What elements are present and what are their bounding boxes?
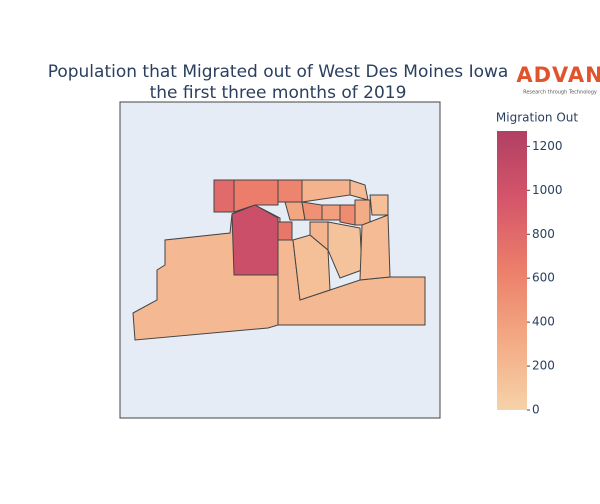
region: [231, 204, 279, 276]
region: [213, 179, 235, 213]
region: [277, 179, 303, 203]
colorbar-tick-label: 600: [532, 271, 555, 285]
region: [233, 179, 279, 213]
region: [339, 204, 356, 226]
colorbar: [497, 131, 527, 410]
region: [321, 204, 341, 221]
region: [359, 214, 391, 281]
region: [292, 234, 331, 301]
region: [309, 221, 329, 252]
colorbar-title: Migration Out: [496, 111, 578, 125]
region: [301, 201, 323, 221]
colorbar-tick-label: 1000: [532, 183, 563, 197]
chart-title: the first three months of 2019: [150, 83, 407, 103]
region: [354, 199, 371, 226]
logo-tagline: Research through Technology: [523, 90, 597, 96]
chart-title: Population that Migrated out of West Des…: [48, 62, 509, 82]
colorbar-tick-label: 200: [532, 359, 555, 373]
logo-name: ADVAN: [516, 63, 600, 87]
region: [369, 194, 389, 216]
colorbar-tick-label: 1200: [532, 139, 563, 153]
colorbar-tick-label: 0: [532, 403, 540, 417]
region: [277, 221, 293, 241]
colorbar-tick-label: 400: [532, 315, 555, 329]
colorbar-tick-label: 800: [532, 227, 555, 241]
